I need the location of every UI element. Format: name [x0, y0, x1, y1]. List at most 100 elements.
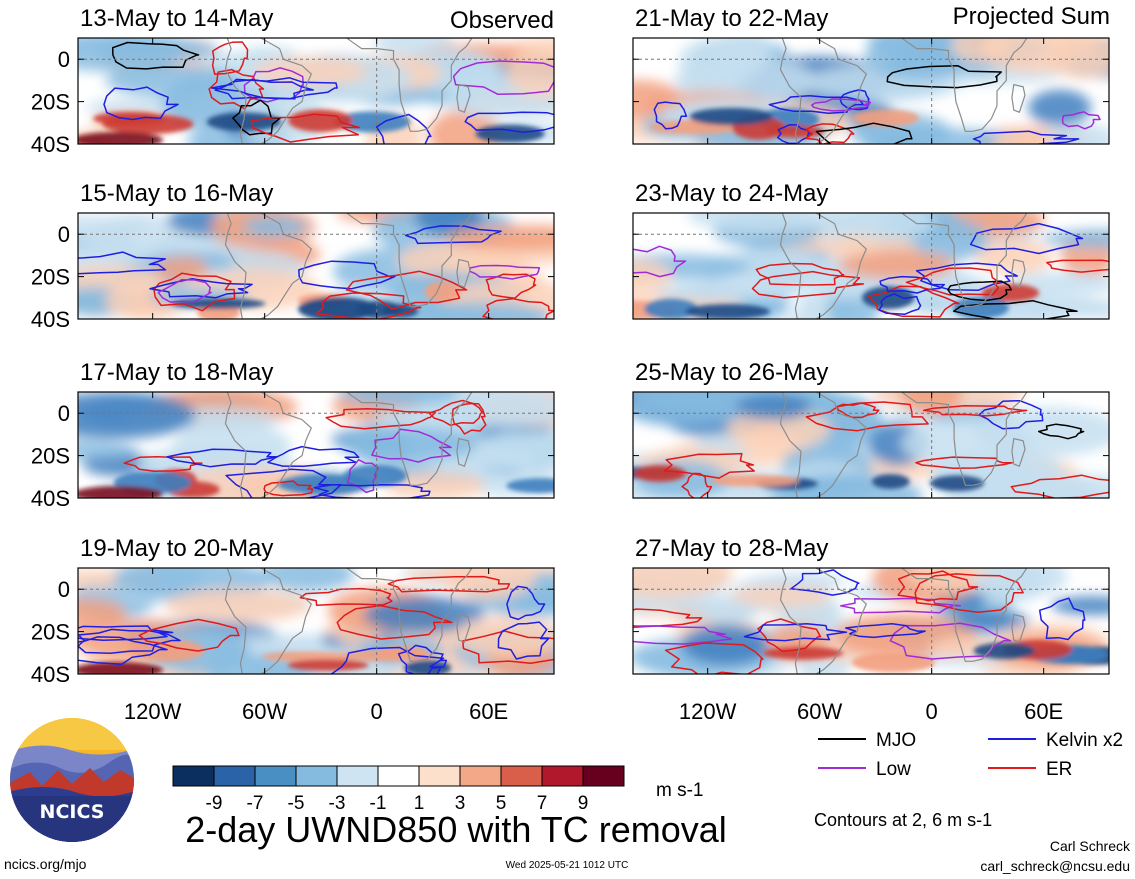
coastline: [345, 213, 473, 307]
anomaly-blob: [1051, 596, 1109, 616]
kelvin-contour: [776, 124, 811, 144]
er-contour: [325, 408, 437, 430]
coastline: [1109, 636, 1135, 662]
legend-mjo-label: MJO: [876, 730, 916, 751]
wind-field: [78, 38, 591, 144]
panel-p6: 23-May to 24-May: [632, 180, 1135, 320]
figure-title: 2-day UWND850 with TC removal: [185, 809, 727, 850]
lat-tick-label: 40S: [31, 486, 70, 511]
panel-title: 23-May to 24-May: [635, 180, 828, 207]
panel-title: 27-May to 28-May: [635, 535, 828, 562]
er-contour: [345, 270, 468, 310]
anomaly-core: [644, 298, 698, 319]
wind-field: [633, 392, 1135, 498]
anomaly-core: [851, 652, 936, 673]
anomaly-blob: [78, 38, 188, 72]
er-contour: [897, 570, 979, 602]
anomaly-blob: [443, 392, 554, 427]
lon-tick-label: 60E: [1024, 699, 1063, 724]
anomaly-blob: [446, 224, 554, 251]
anomaly-core: [287, 659, 369, 671]
colorbar-swatch: [336, 765, 379, 787]
colorbar-swatch: [377, 765, 420, 787]
coastline: [224, 568, 313, 674]
anomaly-blob: [363, 596, 485, 634]
er-contour: [905, 267, 1001, 296]
kelvin-contour: [743, 623, 848, 642]
anomaly-blob: [633, 568, 733, 599]
anomaly-blob: [842, 213, 935, 240]
anomaly-core: [475, 124, 545, 143]
kelvin-contour: [915, 262, 1019, 292]
coastline: [224, 213, 313, 319]
er-contour: [1010, 474, 1109, 498]
colorbar-label: -9: [206, 793, 223, 814]
kelvin-contour: [103, 86, 179, 121]
lat-tick-label: 0: [58, 47, 70, 72]
panel-title: 25-May to 26-May: [635, 359, 828, 386]
panel-frame: [632, 567, 1110, 675]
lat-tick-label: 0: [58, 577, 70, 602]
anomaly-blob: [899, 392, 963, 416]
lon-tick-label: 120W: [679, 699, 737, 724]
mjo-contour: [886, 64, 1003, 89]
er-contour: [681, 472, 713, 498]
kelvin-contour: [878, 293, 922, 315]
wind-field: [78, 213, 554, 319]
anomaly-blob: [678, 38, 764, 84]
kelvin-contour: [298, 260, 396, 290]
anomaly-blob: [243, 216, 308, 239]
wind-field: [633, 568, 1135, 674]
panel-title: 13-May to 14-May: [80, 5, 273, 32]
lat-tick-label: 20S: [31, 90, 70, 115]
colorbar-label: 7: [537, 793, 548, 814]
lat-tick-label: 20S: [31, 265, 70, 290]
panel-p2: 0 20S 40S 15-May to 16-May: [31, 180, 555, 332]
coastline: [1109, 460, 1135, 486]
anomaly-blob: [838, 250, 956, 280]
coastline: [1109, 281, 1135, 307]
anomaly-core: [262, 651, 353, 662]
er-contour: [1046, 259, 1109, 273]
anomaly-blob: [952, 610, 1030, 630]
ncics-logo: NCICS: [10, 718, 134, 842]
anomaly-core: [78, 662, 163, 674]
legend-er-label: ER: [1046, 759, 1072, 780]
mjo-contour: [815, 122, 913, 144]
er-contour: [315, 292, 422, 319]
er-contour: [805, 401, 929, 432]
er-contour: [263, 480, 314, 497]
lat-tick-label: 40S: [31, 132, 70, 157]
anomaly-blob: [505, 45, 554, 97]
lat-tick-label: 20S: [31, 444, 70, 469]
anomaly-blob: [78, 392, 196, 440]
low-contour: [346, 459, 379, 494]
lon-tick-label: 60E: [469, 699, 508, 724]
anomaly-blob: [687, 213, 847, 232]
er-contour: [914, 573, 1024, 614]
kelvin-contour: [978, 399, 1044, 430]
anomaly-blob: [238, 95, 327, 144]
coastline: [554, 106, 591, 132]
anomaly-blob: [404, 568, 508, 584]
er-contour: [299, 587, 393, 607]
kelvin-contour: [397, 644, 448, 674]
wind-field: [78, 568, 591, 674]
kelvin-contour: [214, 78, 314, 100]
kelvin-contour: [313, 484, 431, 498]
kelvin-contour: [653, 101, 688, 130]
panel-frame: [632, 37, 1110, 145]
er-contour: [868, 285, 960, 318]
kelvin-contour: [78, 636, 168, 666]
anomaly-core: [78, 132, 163, 144]
coastline: [554, 636, 591, 662]
anomaly-blob: [736, 393, 812, 421]
author-name: Carl Schreck: [1050, 838, 1131, 854]
anomaly-blob: [148, 452, 229, 471]
logo-text: NCICS: [40, 801, 105, 823]
lat-tick-label: 0: [58, 401, 70, 426]
anomaly-blob: [702, 600, 757, 624]
panel-title: 21-May to 22-May: [635, 5, 828, 32]
low-contour: [810, 98, 872, 112]
